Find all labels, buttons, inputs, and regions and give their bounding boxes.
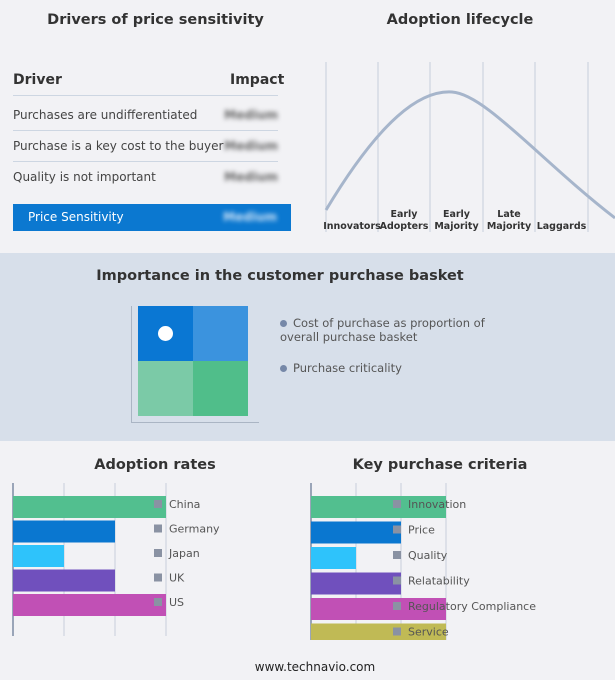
legend-label: Relatability [408,575,470,588]
quadrant-cost [138,306,193,361]
driver-label: Purchases are undifferentiated [13,108,198,122]
adoption-rates-title: Adoption rates [94,457,216,473]
impact-header: Impact [230,72,285,88]
impact-value: Medium [224,108,278,122]
legend-swatch [154,573,162,582]
stage-label: Late [497,209,520,220]
position-marker [158,326,173,341]
basket-section [0,253,615,441]
legend-label: US [169,596,184,609]
bar-china [13,496,166,518]
legend-swatch [154,598,162,606]
highlight-impact: Medium [223,210,277,224]
kpc-title: Key purchase criteria [352,457,528,473]
impact-value: Medium [224,139,278,153]
quadrant-2 [193,306,248,361]
legend-swatch [393,602,401,610]
legend-label: Japan [168,547,200,560]
bar-relatability [311,572,401,595]
lifecycle-title: Adoption lifecycle [386,12,534,28]
stage-label: Laggards [537,221,587,232]
basket-legend-criticality: Purchase criticality [280,361,402,375]
legend-label: China [169,498,200,511]
legend-swatch [393,576,401,585]
footer-url: www.technavio.com [254,660,376,674]
legend-label: Innovation [408,498,466,511]
legend-criticality-label: Purchase criticality [293,361,402,375]
bar-japan [13,545,64,567]
bar-innovation [311,496,446,518]
highlight-label: Price Sensitivity [28,210,124,224]
legend-swatch [393,627,401,636]
stage-label: Early [443,209,471,220]
impact-value: Medium [224,170,278,184]
bar-price [311,521,401,544]
legend-label: Germany [169,523,220,536]
driver-row: Quality is not important Medium [13,162,278,192]
quadrant-4 [193,361,248,416]
bar-charts: China Germany Japan UK US Innovation Price Qual… [12,483,536,640]
legend-label: Price [408,524,435,537]
legend-swatch [154,524,162,533]
legend-swatch [393,500,401,508]
driver-label: Quality is not important [13,170,156,184]
basket-matrix [138,306,248,416]
legend-label: Regulatory Compliance [408,600,536,613]
legend-swatch [154,500,162,508]
adoption-curve [324,90,615,220]
driver-row: Purchases are undifferentiated Medium [13,100,278,131]
stage-label: Early [390,209,418,220]
stage-label: Majority [487,221,532,232]
lifecycle-chart: InnovatorsEarlyAdoptersEarlyMajorityLate… [323,62,615,232]
drivers-title: Drivers of price sensitivity [47,12,264,28]
price-sensitivity-row: Price Sensitivity Medium [13,204,291,231]
legend-swatch [393,551,401,559]
legend-label: Quality [408,549,448,562]
legend-swatch [393,525,401,534]
bar-quality [311,547,356,569]
bar-uk [13,569,115,592]
legend-label: Service [408,626,449,639]
bar-us [13,594,166,616]
legend-swatch [154,549,162,557]
basket-title: Importance in the customer purchase bask… [96,268,464,284]
bar-service [311,623,446,640]
legend-cost-label: Cost of purchase as proportion of overal… [280,316,485,344]
basket-legend-cost: Cost of purchase as proportion of overal… [280,316,490,344]
bar-germany [13,520,115,543]
driver-row: Purchase is a key cost to the buyer Mediu… [13,131,278,162]
driver-label: Purchase is a key cost to the buyer [13,139,224,153]
stage-label: Adopters [380,221,429,232]
legend-label: UK [169,572,185,585]
driver-header: Driver [13,72,62,88]
stage-label: Majority [434,221,479,232]
quadrant-3 [138,361,193,416]
bar-regulatory-compliance [311,598,446,620]
stage-label: Innovators [323,221,381,232]
